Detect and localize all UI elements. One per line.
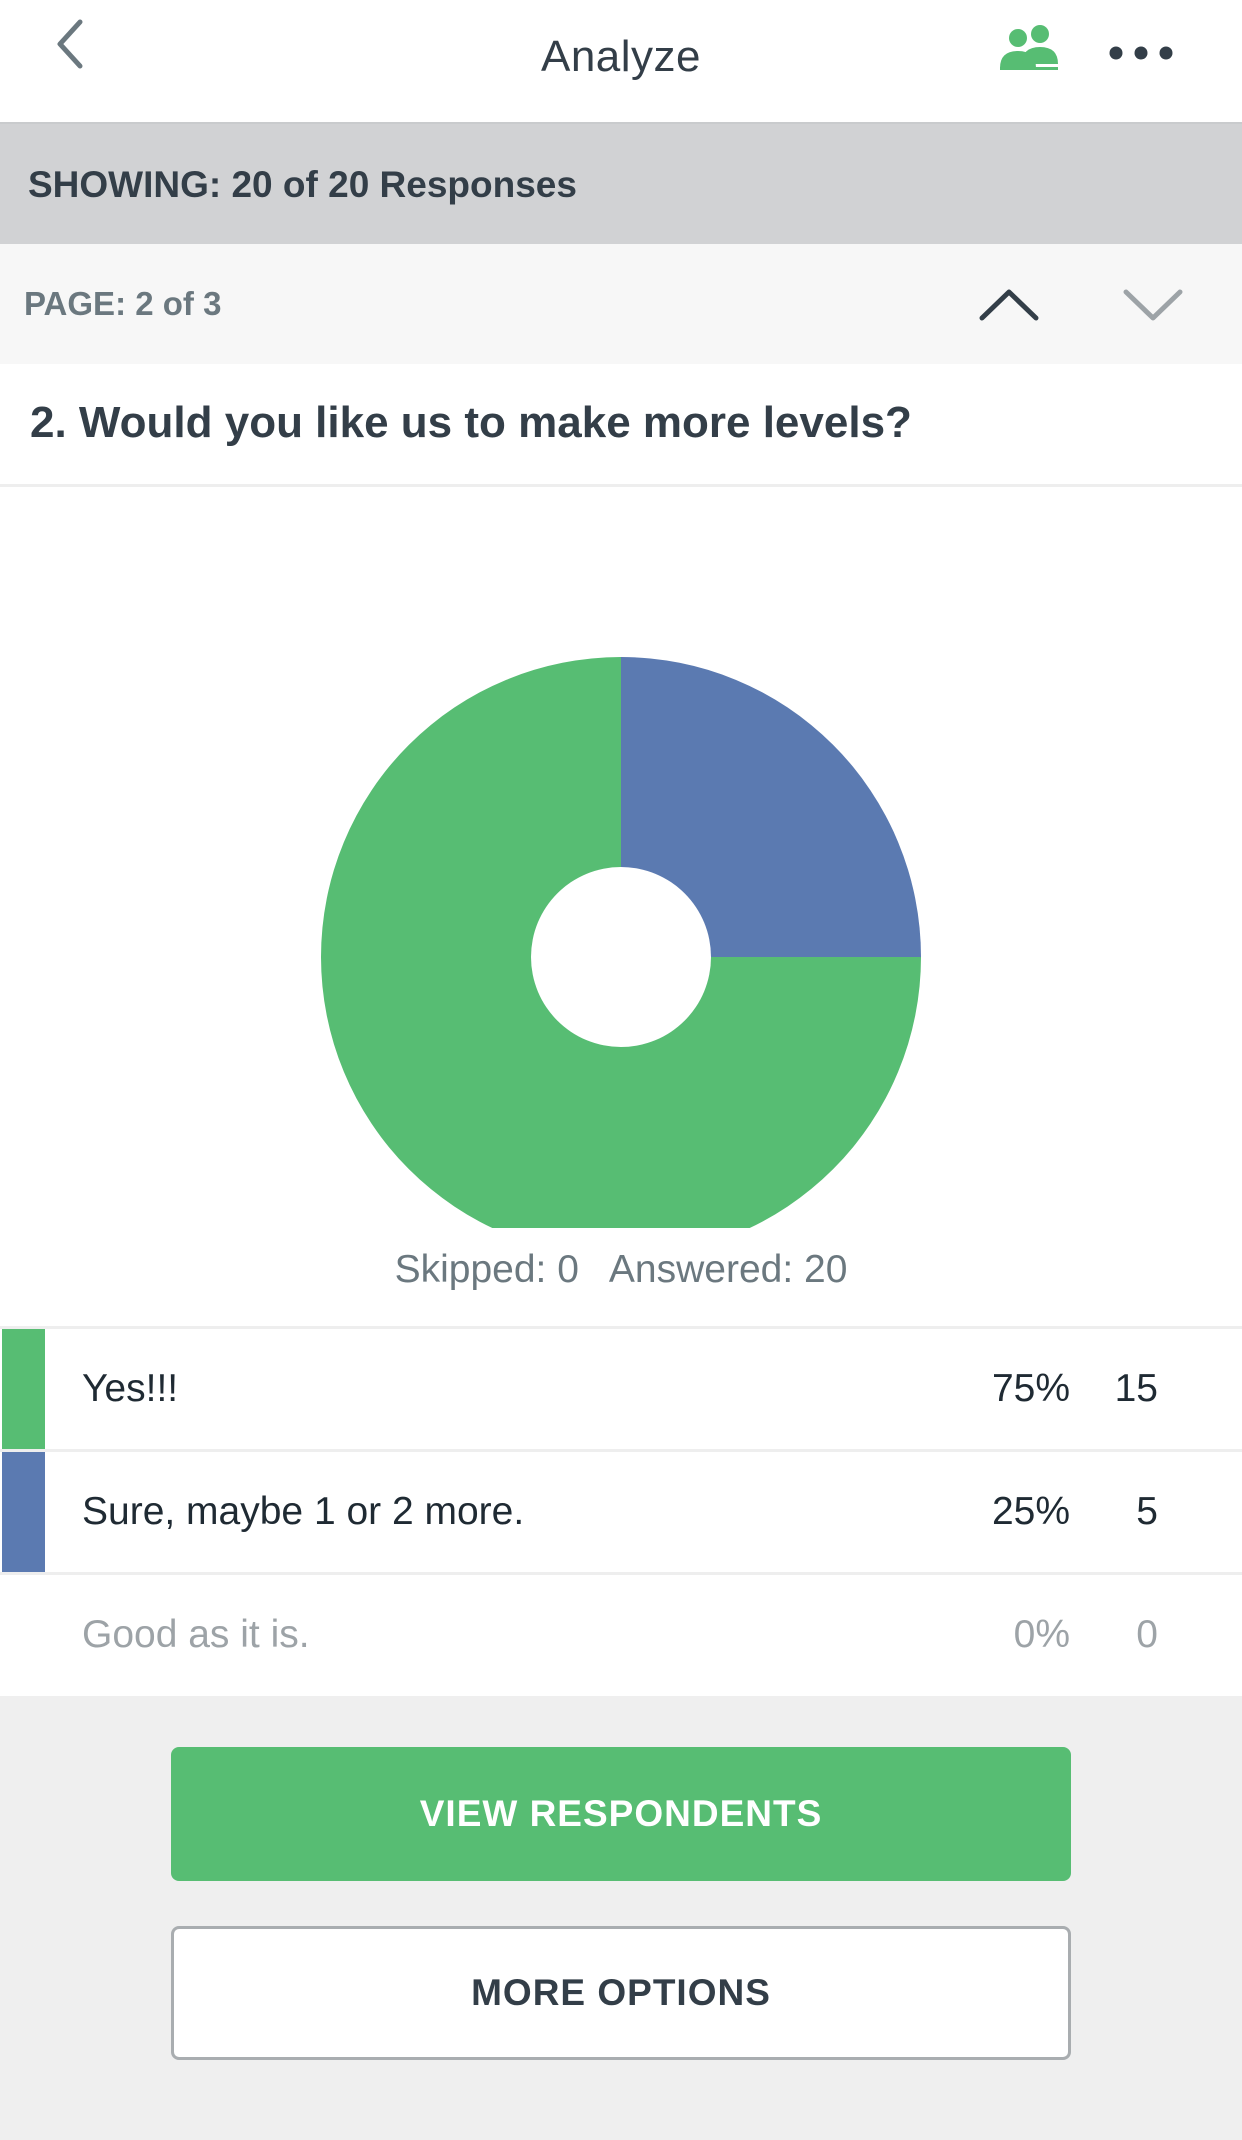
next-page-button[interactable] — [1118, 274, 1188, 334]
more-options-button[interactable]: MORE OPTIONS — [171, 1926, 1071, 2060]
page-indicator: PAGE: 2 of 3 — [24, 285, 222, 322]
page-navigation-bar: PAGE: 2 of 3 — [0, 244, 1242, 364]
answer-percent: 75% — [991, 1367, 1070, 1410]
answer-count: 15 — [1114, 1367, 1158, 1410]
response-filter-bar[interactable]: SHOWING: 20 of 20 Responses — [0, 124, 1242, 244]
question-title: 2. Would you like us to make more levels… — [30, 398, 912, 447]
chevron-down-icon — [1118, 289, 1188, 338]
people-icon — [996, 25, 1064, 84]
answer-row-good-as-is: Good as it is. 0% 0 — [0, 1575, 1242, 1695]
more-options-menu-button[interactable] — [1106, 30, 1176, 76]
top-bar: Analyze — [0, 0, 1242, 124]
answer-count: 0 — [1136, 1613, 1158, 1656]
chevron-up-icon — [974, 289, 1044, 338]
page-title: Analyze — [540, 32, 702, 81]
divider — [0, 1326, 1242, 1329]
divider — [0, 484, 1242, 487]
divider — [0, 1449, 1242, 1452]
skipped-count: Skipped: 0 — [394, 1248, 579, 1291]
people-button[interactable] — [996, 24, 1064, 80]
divider — [0, 1572, 1242, 1575]
answer-label: Yes!!! — [82, 1367, 179, 1410]
donut-chart — [321, 657, 921, 1228]
answered-count: Answered: 20 — [608, 1248, 848, 1291]
back-button[interactable] — [40, 0, 138, 90]
pie-slice-yes[interactable] — [321, 657, 921, 1228]
pie-slice-sure-maybe-1-or-2-more[interactable] — [621, 657, 921, 957]
question-card: 2. Would you like us to make more levels… — [0, 364, 1242, 1696]
more-dots-icon — [1106, 46, 1176, 80]
legend-swatch — [2, 1452, 45, 1572]
view-respondents-button[interactable]: VIEW RESPONDENTS — [171, 1747, 1071, 1881]
answer-percent: 25% — [991, 1490, 1070, 1533]
answer-percent: 0% — [1013, 1613, 1070, 1656]
answer-row-yes[interactable]: Yes!!! 75% 15 — [0, 1329, 1242, 1449]
previous-page-button[interactable] — [974, 274, 1044, 334]
showing-label: SHOWING: 20 of 20 Responses — [28, 164, 577, 205]
legend-swatch — [2, 1329, 45, 1449]
response-stats: Skipped: 0 Answered: 20 — [0, 1248, 1242, 1292]
answer-label: Sure, maybe 1 or 2 more. — [82, 1490, 525, 1533]
donut-hole — [531, 867, 711, 1047]
answer-label: Good as it is. — [82, 1613, 310, 1656]
answer-count: 5 — [1136, 1490, 1158, 1533]
answer-row-sure[interactable]: Sure, maybe 1 or 2 more. 25% 5 — [0, 1452, 1242, 1572]
